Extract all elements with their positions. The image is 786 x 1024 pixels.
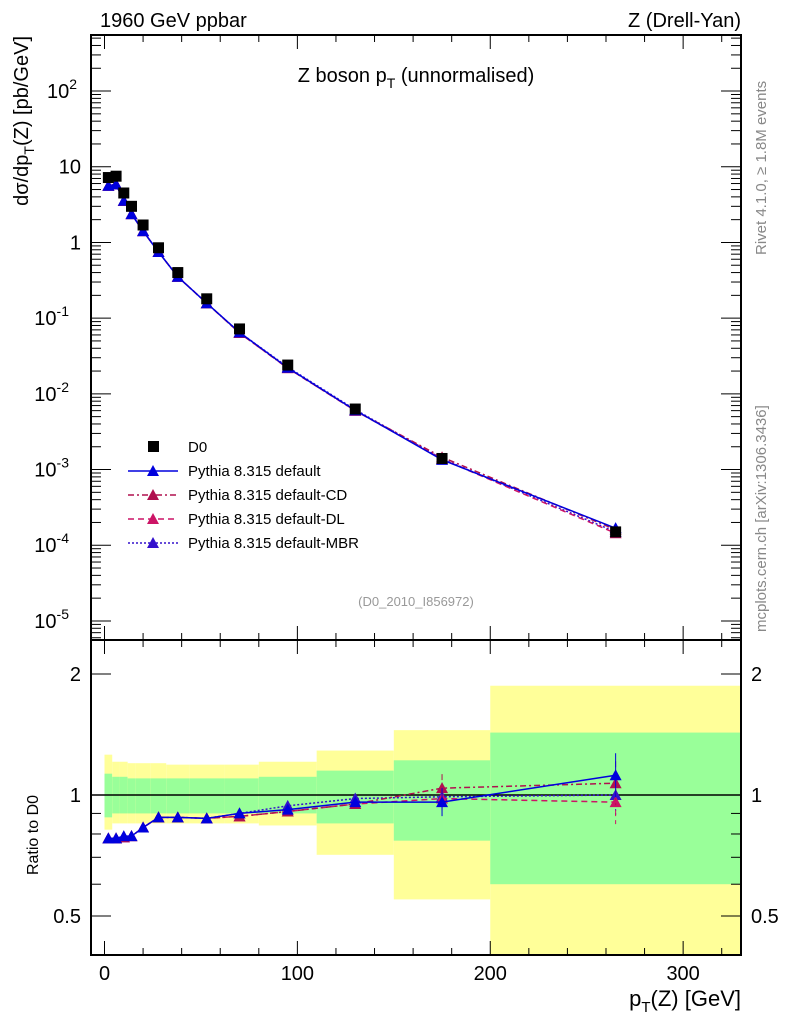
ratio-point (233, 807, 246, 819)
legend-label: Pythia 8.315 default-CD (188, 487, 347, 504)
ratio-point (609, 796, 622, 808)
data-point (201, 293, 213, 305)
data-point (102, 172, 114, 184)
green-band (224, 778, 259, 814)
legend-label: Pythia 8.315 default-MBR (188, 535, 359, 552)
rivet-version: Rivet 4.1.0, ≥ 1.8M events (753, 81, 770, 255)
data-point (153, 242, 165, 254)
y-tick-label: 10-3 (34, 455, 69, 482)
ratio-axis-label: Ratio to D0 (25, 795, 42, 875)
legend-marker (147, 489, 159, 500)
mc-line (108, 183, 616, 534)
legend-label: Pythia 8.315 default-DL (188, 511, 345, 528)
analysis-id: (D0_2010_I856972) (358, 594, 474, 609)
legend-label: Pythia 8.315 default (188, 463, 321, 480)
legend-label: D0 (188, 439, 207, 456)
mc-line (108, 183, 616, 529)
ratio-tick-label-right: 0.5 (751, 906, 779, 928)
mc-point (125, 208, 138, 220)
green-band (189, 778, 225, 814)
ratio-frame (90, 639, 742, 956)
mc-point (110, 178, 123, 190)
data-point (610, 526, 622, 538)
y-axis-label: dσ/dpT(Z) [pb/GeV] (11, 36, 37, 206)
mc-point (137, 225, 150, 237)
x-axis-label: pT(Z) [GeV] (629, 986, 741, 1016)
data-point (110, 170, 122, 182)
ratio-point (281, 803, 294, 815)
y-tick-label: 10-4 (34, 530, 69, 557)
ratio-point (609, 769, 622, 781)
ratio-tick-label: 0.5 (53, 906, 81, 928)
green-band (166, 778, 190, 814)
ratio-point (171, 811, 184, 823)
data-point (234, 323, 246, 335)
ratio-point (200, 812, 213, 824)
y-tick-label: 10-5 (34, 606, 69, 633)
y-tick-label: 10 (59, 157, 81, 179)
ratio-point (137, 821, 150, 833)
mcplots-credit: mcplots.cern.ch [arXiv:1306.3436] (753, 405, 770, 632)
ratio-point (436, 796, 449, 808)
x-tick-label: 100 (281, 963, 314, 985)
ratio-point (125, 830, 138, 842)
header-left: 1960 GeV ppbar (100, 10, 247, 32)
green-band (127, 778, 136, 814)
y-tick-label: 10-1 (34, 303, 69, 330)
mc-line (108, 183, 616, 533)
ratio-tick-label: 2 (70, 664, 81, 686)
ratio-point (117, 830, 130, 842)
legend-marker (147, 465, 159, 476)
green-band (135, 778, 151, 814)
legend-marker-data (148, 441, 159, 452)
data-point (118, 187, 130, 199)
data-point (282, 359, 294, 371)
legend-marker (147, 513, 159, 524)
x-tick-label: 0 (99, 963, 110, 985)
ratio-point (152, 811, 165, 823)
ratio-tick-label-right: 2 (751, 664, 762, 686)
y-tick-label: 1 (70, 232, 81, 254)
x-tick-label: 300 (666, 963, 699, 985)
x-tick-label: 200 (474, 963, 507, 985)
chart-title: Z boson pT (unnormalised) (298, 65, 534, 91)
ratio-point (436, 782, 449, 794)
data-point (137, 219, 149, 231)
ratio-point (349, 796, 362, 808)
data-point (172, 267, 184, 279)
green-band (150, 778, 167, 814)
header-right: Z (Drell-Yan) (628, 10, 741, 32)
data-point (436, 452, 448, 464)
ratio-tick-label-right: 1 (751, 785, 762, 807)
ratio-point (102, 832, 115, 844)
ratio-tick-label: 1 (70, 785, 81, 807)
mc-line (108, 183, 616, 531)
y-tick-label: 102 (47, 76, 77, 103)
data-point (126, 200, 138, 212)
legend-marker (147, 537, 159, 548)
data-point (349, 403, 361, 415)
y-tick-label: 10-2 (34, 379, 69, 406)
